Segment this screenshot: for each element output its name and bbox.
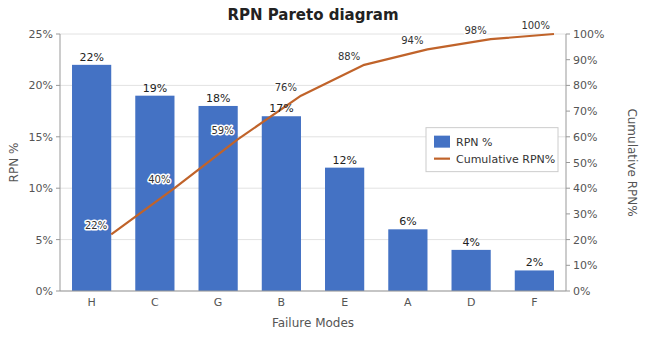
bar xyxy=(325,168,364,291)
bar-label: 18% xyxy=(206,92,230,105)
y2-tick-label: 80% xyxy=(573,79,597,92)
cumulative-label: 22% xyxy=(85,220,107,231)
y-axis-line xyxy=(60,34,61,291)
grid-line xyxy=(60,291,566,292)
x-tick-label: E xyxy=(341,296,348,309)
y2-tick xyxy=(566,188,570,189)
legend-swatch xyxy=(434,158,450,160)
chart-container: 0% 5% 10% 15% 20% 25% 0% 10% 20% 30% 40% 50% 60% 70% 8… xyxy=(0,0,646,339)
y2-tick-label: 40% xyxy=(573,182,597,195)
y2-tick xyxy=(566,239,570,240)
legend-label: RPN % xyxy=(456,136,492,149)
bar xyxy=(515,270,554,291)
x-tick-label: C xyxy=(151,296,159,309)
y-tick-label: 5% xyxy=(36,234,53,247)
y-tick-label: 25% xyxy=(29,28,53,41)
x-axis-label: Failure Modes xyxy=(272,316,354,330)
y2-tick-label: 30% xyxy=(573,208,597,221)
cumulative-label: 76% xyxy=(275,82,297,93)
chart-svg: 0% 5% 10% 15% 20% 25% 0% 10% 20% 30% 40% 50% 60% 70% 8… xyxy=(0,0,646,339)
y-tick xyxy=(56,85,60,86)
y-tick xyxy=(56,136,60,137)
y2-tick-label: 10% xyxy=(573,259,597,272)
x-tick-label: D xyxy=(467,296,475,309)
y2-tick xyxy=(566,291,570,292)
x-tick-label: H xyxy=(87,296,95,309)
y2-tick xyxy=(566,162,570,163)
grid xyxy=(56,34,570,291)
bar xyxy=(72,65,111,291)
cumulative-label: 59% xyxy=(211,125,233,136)
y2-tick-label: 20% xyxy=(573,234,597,247)
chart-title: RPN Pareto diagram xyxy=(227,6,398,24)
legend: RPN % Cumulative RPN% xyxy=(426,128,558,172)
y2-tick xyxy=(566,111,570,112)
bar-label: 12% xyxy=(332,154,356,167)
bar-label: 19% xyxy=(143,82,167,95)
legend-swatch xyxy=(434,136,450,148)
y-tick-label: 20% xyxy=(29,79,53,92)
y2-tick-label: 100% xyxy=(573,28,604,41)
y2-tick xyxy=(566,59,570,60)
y-tick-label: 0% xyxy=(36,285,53,298)
y-tick xyxy=(56,239,60,240)
y2-tick-label: 90% xyxy=(573,54,597,67)
legend-frame xyxy=(426,128,558,172)
grid-line xyxy=(60,34,566,35)
cumulative-label: 100% xyxy=(521,20,550,31)
cumulative-label: 40% xyxy=(148,174,170,185)
bar-label: 17% xyxy=(269,102,293,115)
bar xyxy=(262,116,301,291)
x-tick-label: B xyxy=(278,296,286,309)
bar-label: 4% xyxy=(462,236,479,249)
bar-label: 2% xyxy=(526,256,543,269)
y2-axis-label: Cumulative RPN% xyxy=(625,108,639,216)
y-tick xyxy=(56,34,60,35)
y2-tick xyxy=(566,34,570,35)
y-tick-label: 15% xyxy=(29,131,53,144)
cumulative-label: 88% xyxy=(338,51,360,62)
cumulative-label: 94% xyxy=(401,35,423,46)
x-tick-label: G xyxy=(214,296,223,309)
bar xyxy=(199,106,238,291)
bar-label: 22% xyxy=(79,51,103,64)
y2-tick-label: 60% xyxy=(573,131,597,144)
legend-label: Cumulative RPN% xyxy=(456,153,555,166)
y-tick-label: 10% xyxy=(29,182,53,195)
y-axis-label: RPN % xyxy=(7,143,21,183)
y2-tick xyxy=(566,136,570,137)
y2-tick-label: 0% xyxy=(573,285,590,298)
bar xyxy=(388,229,427,291)
x-axis-line xyxy=(60,291,566,292)
grid-line xyxy=(60,85,566,86)
bar xyxy=(452,250,491,291)
y2-axis-line xyxy=(566,34,567,291)
y2-tick-label: 70% xyxy=(573,105,597,118)
y2-tick xyxy=(566,213,570,214)
cumulative-label: 98% xyxy=(464,25,486,36)
bar-label: 6% xyxy=(399,215,416,228)
y-tick xyxy=(56,188,60,189)
x-tick-label: A xyxy=(404,296,412,309)
y2-tick xyxy=(566,85,570,86)
y2-tick xyxy=(566,265,570,266)
y-tick xyxy=(56,291,60,292)
y2-tick-label: 50% xyxy=(573,157,597,170)
x-tick-label: F xyxy=(531,296,537,309)
